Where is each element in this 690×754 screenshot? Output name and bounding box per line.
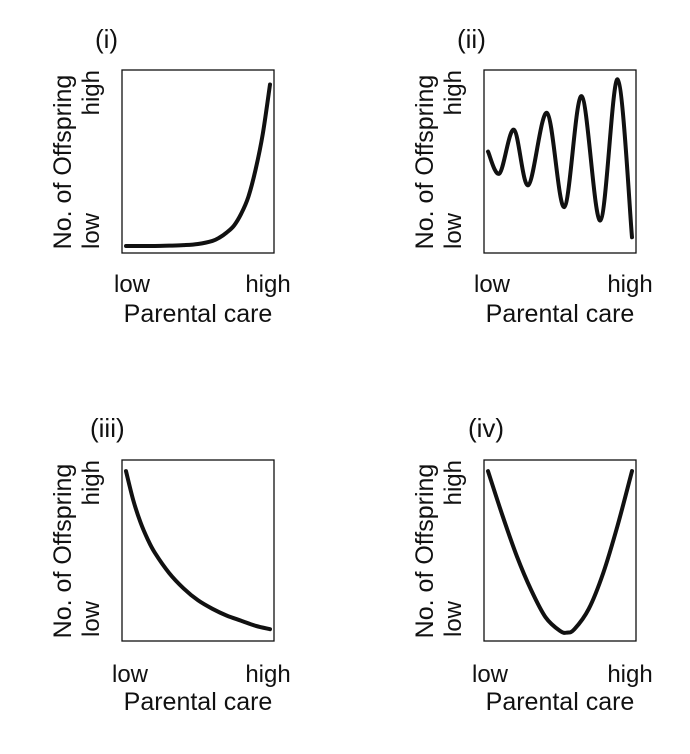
- y-tick-low: low: [440, 600, 467, 637]
- panel-iii: (iii) low high Parental care low high No…: [49, 413, 291, 716]
- x-tick-low: low: [472, 661, 509, 688]
- x-tick-low: low: [114, 271, 151, 298]
- x-axis-label: Parental care: [486, 300, 635, 328]
- plot-frame: [121, 69, 275, 254]
- y-tick-high: high: [440, 70, 467, 115]
- panel-label: (i): [95, 24, 118, 54]
- series-line: [486, 77, 634, 240]
- x-axis-label: Parental care: [124, 300, 273, 328]
- x-tick-high: high: [607, 661, 652, 688]
- plot-frame: [483, 459, 637, 642]
- x-tick-high: high: [245, 271, 290, 298]
- panel-label: (ii): [457, 24, 486, 54]
- y-tick-high: high: [440, 460, 467, 505]
- series-line: [124, 82, 272, 249]
- y-axis-label: No. of Offspring: [49, 464, 77, 639]
- y-tick-high: high: [78, 70, 105, 115]
- y-axis-label: No. of Offspring: [49, 75, 77, 250]
- y-tick-low: low: [440, 212, 467, 249]
- x-tick-high: high: [245, 661, 290, 688]
- y-axis-label: No. of Offspring: [411, 75, 439, 250]
- series-line: [486, 469, 634, 635]
- x-axis-label: Parental care: [486, 688, 635, 716]
- panel-iv: (iv) low high Parental care low high No.…: [411, 413, 653, 716]
- panel-ii: (ii) low high Parental care low high No.…: [411, 24, 653, 328]
- y-tick-high: high: [78, 460, 105, 505]
- x-tick-low: low: [474, 271, 511, 298]
- panel-label: (iii): [90, 413, 125, 443]
- panel-i: (i) low high Parental care low high No. …: [49, 24, 291, 328]
- x-tick-low: low: [112, 661, 149, 688]
- plot-frame: [121, 459, 275, 642]
- x-tick-high: high: [607, 271, 652, 298]
- panel-label: (iv): [468, 413, 504, 443]
- plot-frame: [483, 69, 637, 254]
- y-tick-low: low: [78, 212, 105, 249]
- y-tick-low: low: [78, 600, 105, 637]
- x-axis-label: Parental care: [124, 688, 273, 716]
- series-line: [124, 469, 272, 632]
- y-axis-label: No. of Offspring: [411, 464, 439, 639]
